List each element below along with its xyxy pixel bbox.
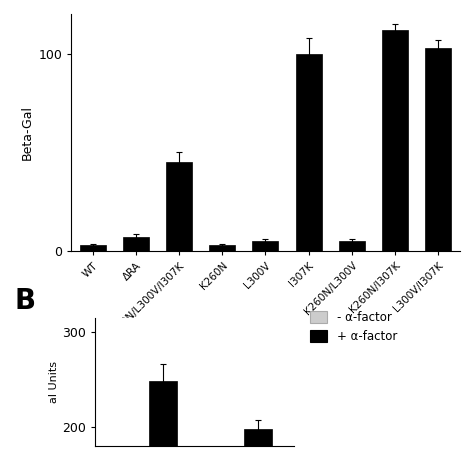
Bar bbox=[253, 241, 278, 251]
Legend: - α-factor, + α-factor: - α-factor, + α-factor bbox=[310, 310, 397, 343]
Bar bbox=[382, 30, 408, 251]
Bar bbox=[425, 48, 451, 251]
Bar bbox=[149, 381, 177, 474]
Bar bbox=[296, 54, 321, 251]
Text: B: B bbox=[14, 287, 36, 315]
Bar bbox=[80, 246, 106, 251]
Bar bbox=[244, 429, 272, 474]
Y-axis label: Beta-Gal: Beta-Gal bbox=[21, 105, 34, 160]
Y-axis label: al Units: al Units bbox=[49, 361, 59, 402]
Bar bbox=[123, 237, 149, 251]
Bar bbox=[166, 163, 192, 251]
Bar bbox=[210, 246, 235, 251]
Bar bbox=[339, 241, 365, 251]
